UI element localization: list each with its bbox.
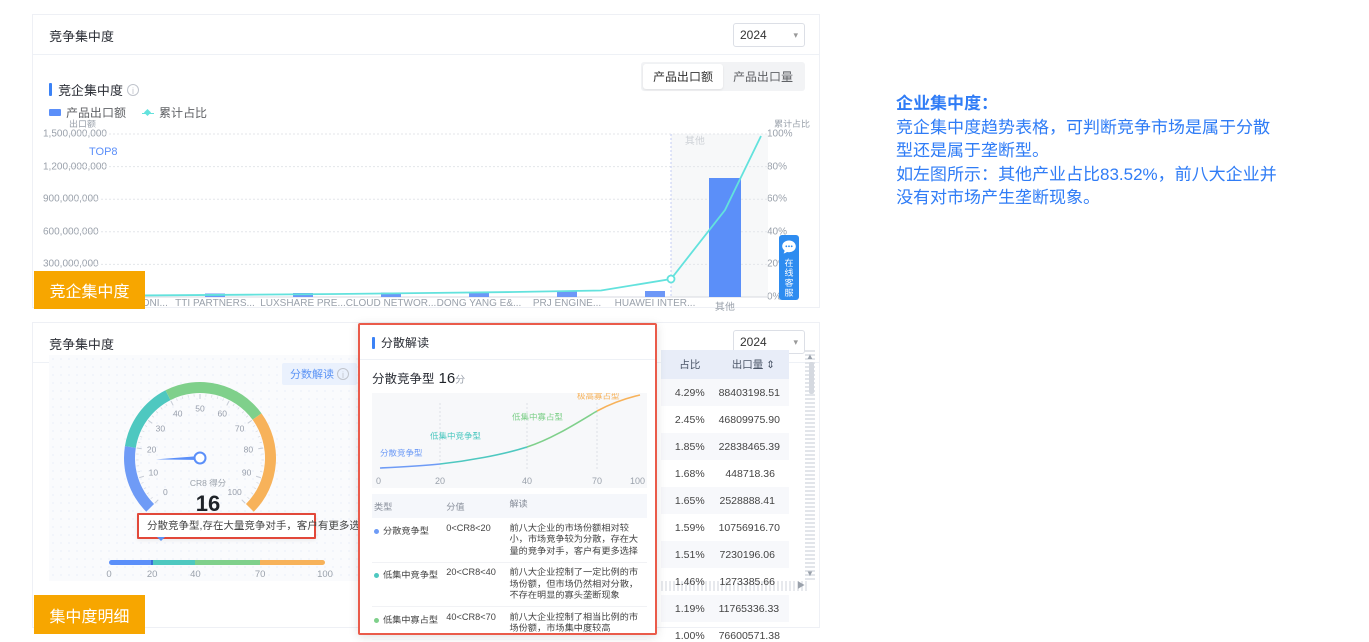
svg-text:低集中寡占型: 低集中寡占型: [512, 412, 564, 422]
svg-text:低集中竞争型: 低集中竞争型: [430, 431, 482, 441]
svg-text:20: 20: [147, 445, 157, 455]
svg-text:60: 60: [218, 409, 228, 419]
svg-text:30: 30: [156, 423, 166, 433]
svg-text:40: 40: [173, 409, 183, 419]
svg-text:90: 90: [242, 467, 252, 477]
svg-text:10: 10: [149, 467, 159, 477]
svg-text:50: 50: [195, 403, 205, 413]
svg-text:70: 70: [235, 423, 245, 433]
svg-text:80: 80: [244, 445, 254, 455]
svg-text:极高寡占型: 极高寡占型: [577, 393, 620, 401]
svg-text:分散竞争型: 分散竞争型: [380, 448, 423, 458]
